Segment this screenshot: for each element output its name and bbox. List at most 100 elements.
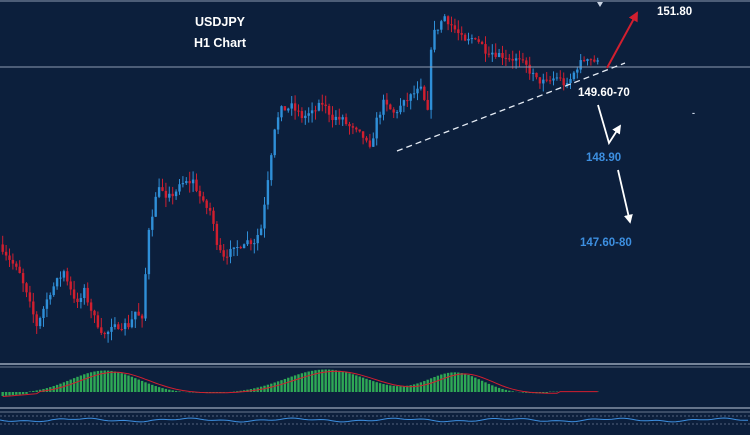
level-149-60-70: 149.60-70 (578, 87, 630, 99)
histogram-bar (464, 374, 466, 392)
candle-body (206, 201, 208, 208)
candle-body (484, 44, 486, 54)
histogram-bar (372, 381, 374, 392)
candle-body (440, 21, 442, 30)
candle-body (216, 224, 218, 245)
histogram-bar (301, 373, 303, 392)
histogram-bar (481, 381, 483, 392)
candle-body (29, 292, 31, 301)
top-marker-icon (597, 2, 603, 7)
candle-body (430, 50, 432, 110)
histogram-bar (117, 372, 119, 392)
candle-body (379, 115, 381, 118)
candle-body (512, 59, 514, 61)
candle-body (399, 106, 401, 112)
candle-body (22, 273, 24, 283)
candle-body (389, 105, 391, 110)
candle-body (573, 73, 575, 79)
candle-body (257, 235, 259, 243)
histogram-bar (365, 379, 367, 392)
candle-body (192, 180, 194, 184)
candle-body (403, 100, 405, 106)
candle-body (301, 111, 303, 118)
histogram-bar (175, 391, 177, 392)
histogram-bar (280, 380, 282, 392)
histogram-bar (335, 370, 337, 392)
histogram-bar (141, 381, 143, 392)
candle-body (372, 138, 374, 146)
histogram-bar (308, 371, 310, 392)
candle-body (134, 312, 136, 320)
histogram-bar (328, 370, 330, 392)
candle-body (338, 117, 340, 120)
histogram-bar (331, 370, 333, 392)
candle-body (406, 100, 408, 101)
candle-body (32, 301, 34, 314)
candle-body (382, 100, 384, 115)
candle-body (104, 333, 106, 334)
candle-body (138, 312, 140, 316)
candle-body (209, 208, 211, 211)
candle-body (345, 117, 347, 124)
candle-body (328, 106, 330, 115)
histogram-bar (437, 376, 439, 392)
histogram-bar (2, 392, 4, 396)
candle-body (107, 332, 109, 334)
histogram-bar (138, 380, 140, 392)
oscillator-line (0, 418, 748, 422)
candle-body (474, 38, 476, 39)
candle-body (325, 105, 327, 106)
histogram-bar (277, 381, 279, 392)
histogram-bar (325, 369, 327, 392)
candle-body (15, 264, 17, 267)
candle-body (280, 106, 282, 117)
candle-body (219, 245, 221, 250)
histogram-bar (15, 392, 17, 395)
histogram-bar (148, 384, 150, 392)
candle-body (444, 16, 446, 21)
histogram-bar (131, 377, 133, 392)
histogram-bar (87, 373, 89, 392)
histogram-bar (5, 392, 7, 396)
histogram-bar (19, 392, 21, 395)
candle-body (87, 288, 89, 303)
candle-body (413, 93, 415, 94)
candle-body (495, 53, 497, 57)
histogram-bar (467, 375, 469, 392)
histogram-bar (505, 390, 507, 392)
histogram-bar (382, 384, 384, 392)
candle-body (70, 281, 72, 289)
candlestick-series (2, 14, 599, 343)
histogram-bar (362, 378, 364, 392)
candle-body (508, 58, 510, 59)
histogram-bar (127, 375, 129, 392)
candle-body (318, 103, 320, 111)
histogram-bar (512, 391, 514, 392)
candle-body (240, 247, 242, 248)
histogram-bar (73, 378, 75, 392)
histogram-bar (427, 380, 429, 392)
histogram-bar (345, 372, 347, 392)
candle-body (559, 77, 561, 78)
candle-body (396, 112, 398, 113)
level-151-80: 151.80 (657, 6, 692, 18)
candle-body (202, 196, 204, 200)
candle-body (182, 183, 184, 184)
candle-body (535, 73, 537, 77)
candle-body (117, 324, 119, 329)
histogram-bar (376, 382, 378, 392)
histogram-bar (294, 375, 296, 392)
candle-body (175, 192, 177, 197)
arrow-zigzag-white (598, 105, 620, 143)
candle-body (56, 278, 58, 286)
histogram-bar (25, 392, 27, 394)
candle-body (83, 288, 85, 298)
candle-body (2, 244, 4, 251)
level-147-60-80: 147.60-80 (580, 237, 632, 249)
histogram-bar (430, 378, 432, 392)
candle-body (250, 240, 252, 244)
candle-body (321, 103, 323, 105)
candle-body (12, 260, 14, 264)
candle-body (274, 130, 276, 156)
histogram-bar (461, 373, 463, 392)
